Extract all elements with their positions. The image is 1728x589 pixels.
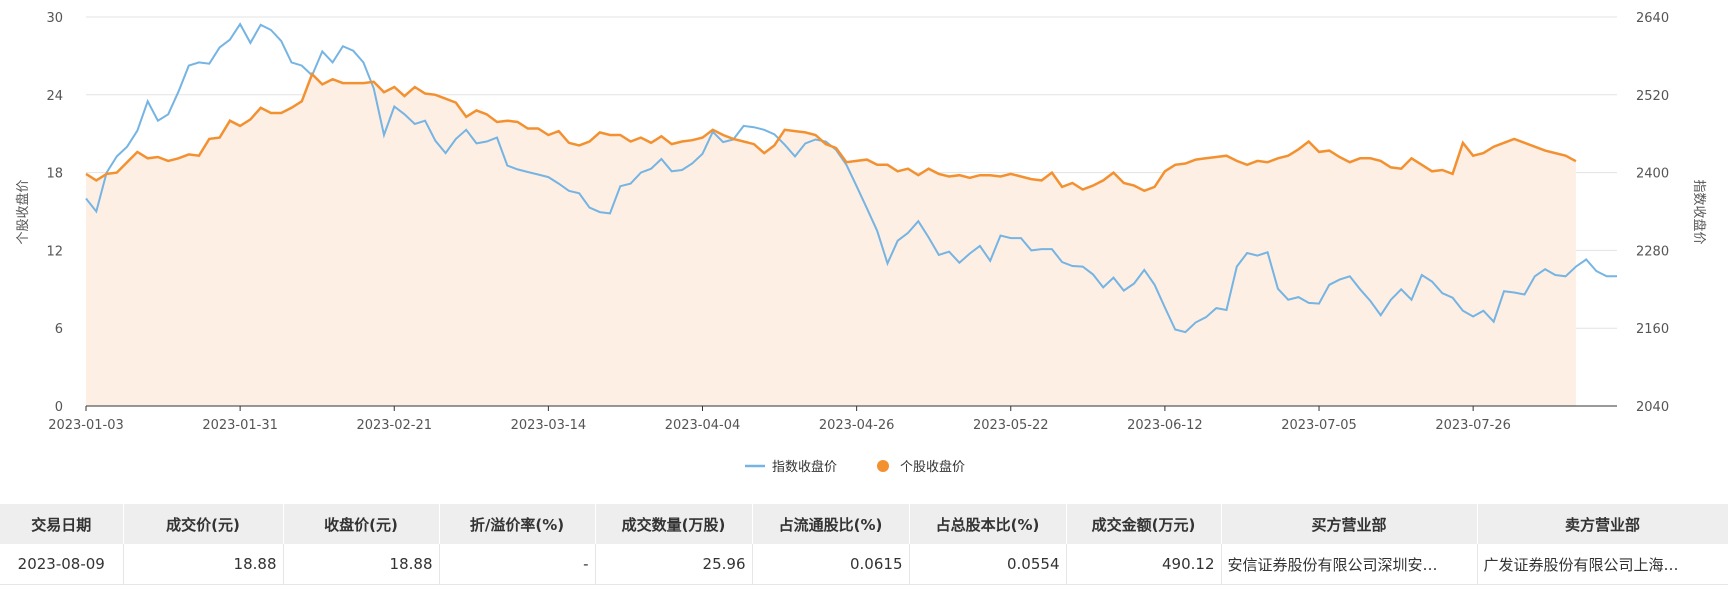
legend-stock-label: 个股收盘价 [900,459,965,475]
stock-close-area [86,74,1576,406]
right-tick-label: 2040 [1636,400,1669,415]
stock-close-line [85,71,1577,193]
x-tick-label: 2023-01-03 [48,418,124,433]
x-tick-label: 2023-07-26 [1435,418,1511,433]
header-buyer[interactable]: 买方营业部 [1221,504,1478,544]
left-axis-ticks: 0 6 12 18 24 30 [46,11,63,415]
header-float-ratio[interactable]: 占流通股比(%) [752,504,910,544]
legend-item-stock[interactable]: 个股收盘价 [877,459,965,475]
index-close-line [85,22,1617,334]
right-tick-label: 2160 [1636,322,1669,337]
cell-float-ratio: 0.0615 [752,544,910,585]
x-tick-label: 2023-06-12 [1127,418,1203,433]
header-close-price[interactable]: 收盘价(元) [283,504,440,544]
right-axis-ticks: 2040 2160 2280 2400 2520 2640 [1636,11,1669,415]
chart-container: 0 6 12 18 24 30 2040 2160 2280 2400 2520 2640 2023… [15,11,1707,475]
legend: 指数收盘价 个股收盘价 [745,459,965,475]
left-tick-label: 30 [46,11,63,26]
x-axis-ticks: 2023-01-03 2023-01-31 2023-02-21 2023-03-14… [48,406,1511,433]
left-tick-label: 0 [55,400,63,415]
header-premium[interactable]: 折/溢价率(%) [439,504,596,544]
header-amount[interactable]: 成交金额(万元) [1066,504,1222,544]
table-header-row: 交易日期 成交价(元) 收盘价(元) 折/溢价率(%) 成交数量(万股) 占流通… [0,504,1728,544]
cell-date: 2023-08-09 [0,544,124,585]
block-trade-table: 交易日期 成交价(元) 收盘价(元) 折/溢价率(%) 成交数量(万股) 占流通… [0,504,1728,585]
header-total-ratio[interactable]: 占总股本比(%) [909,504,1067,544]
x-tick-label: 2023-04-04 [665,418,741,433]
legend-index-label: 指数收盘价 [772,459,837,475]
cell-volume: 25.96 [595,544,753,585]
left-tick-label: 24 [46,89,63,104]
left-tick-label: 6 [55,322,63,337]
cell-premium: - [439,544,596,585]
x-tick-label: 2023-01-31 [202,418,278,433]
x-tick-label: 2023-04-26 [819,418,895,433]
x-tick-label: 2023-07-05 [1281,418,1357,433]
x-tick-label: 2023-03-14 [511,418,587,433]
cell-buyer[interactable]: 安信证券股份有限公司深圳安… [1221,544,1478,585]
cell-seller[interactable]: 广发证券股份有限公司上海… [1477,544,1728,585]
x-tick-label: 2023-05-22 [973,418,1049,433]
table-row: 2023-08-09 18.88 18.88 - 25.96 0.0615 0.… [0,544,1728,585]
cell-close-price: 18.88 [283,544,440,585]
cell-amount: 490.12 [1066,544,1222,585]
x-tick-label: 2023-02-21 [356,418,432,433]
right-tick-label: 2640 [1636,11,1669,26]
left-tick-label: 12 [46,244,63,259]
right-tick-label: 2400 [1636,167,1669,182]
left-tick-label: 18 [46,167,63,182]
right-tick-label: 2520 [1636,89,1669,104]
right-tick-label: 2280 [1636,244,1669,259]
header-deal-price[interactable]: 成交价(元) [123,504,284,544]
left-axis-label: 个股收盘价 [15,179,31,244]
stock-legend-dot-icon [877,460,889,472]
legend-item-index[interactable]: 指数收盘价 [745,459,837,475]
right-axis-label: 指数收盘价 [1691,179,1707,244]
header-volume[interactable]: 成交数量(万股) [595,504,753,544]
cell-total-ratio: 0.0554 [909,544,1067,585]
cell-deal-price: 18.88 [123,544,284,585]
header-seller[interactable]: 卖方营业部 [1477,504,1728,544]
header-date[interactable]: 交易日期 [0,504,124,544]
line-chart: 0 6 12 18 24 30 2040 2160 2280 2400 2520 2640 2023… [15,11,1707,475]
